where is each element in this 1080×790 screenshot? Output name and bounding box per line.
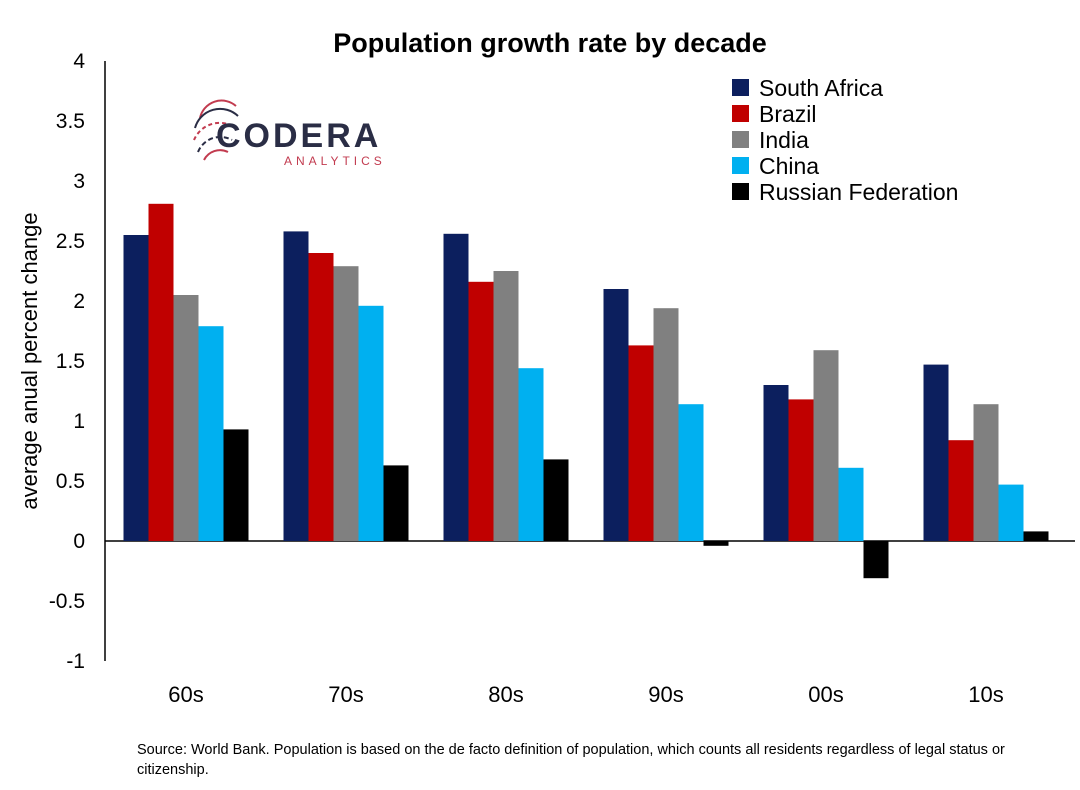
logo-subtitle: ANALYTICS	[284, 154, 386, 168]
x-tick-label: 10s	[968, 682, 1003, 707]
y-tick-label: 1.5	[56, 350, 85, 373]
bar-brazil-60s	[148, 203, 174, 542]
legend-label: South Africa	[759, 75, 883, 101]
legend-swatch	[732, 105, 749, 122]
bar-india-60s	[173, 295, 199, 541]
bar-russian-federation-70s	[383, 465, 409, 541]
legend-label: India	[759, 127, 809, 153]
bars	[123, 203, 1049, 579]
bar-china-10s	[998, 484, 1024, 541]
bar-china-90s	[678, 404, 704, 541]
x-tick-label: 80s	[488, 682, 523, 707]
y-tick-label: -0.5	[49, 590, 85, 613]
legend-label: Russian Federation	[759, 179, 958, 205]
bar-russian-federation-60s	[223, 429, 249, 541]
y-tick-label: -1	[66, 650, 85, 673]
y-tick-label: 3	[73, 170, 85, 193]
bar-brazil-10s	[948, 440, 974, 541]
chart-title: Population growth rate by decade	[333, 28, 767, 58]
codera-logo: CODERA ANALYTICS	[193, 99, 386, 168]
bar-south-africa-00s	[763, 385, 789, 541]
y-tick-label: 2.5	[56, 230, 85, 253]
legend-label: China	[759, 153, 819, 179]
bar-brazil-00s	[788, 399, 814, 541]
bar-south-africa-60s	[123, 235, 149, 541]
bar-chart: Population growth rate by decade 4 3.5 3 2.…	[17, 28, 1075, 707]
legend-label: Brazil	[759, 101, 817, 127]
legend-swatch	[732, 131, 749, 148]
bar-india-90s	[653, 308, 679, 541]
y-axis-label: average anual percent change	[17, 212, 42, 509]
bar-brazil-90s	[628, 345, 654, 541]
y-tick-label: 0	[73, 530, 85, 553]
y-tick-label: 3.5	[56, 110, 85, 133]
bar-china-60s	[198, 326, 224, 541]
legend-swatch	[732, 183, 749, 200]
source-note: Source: World Bank. Population is based …	[137, 742, 1005, 778]
x-tick-label: 00s	[808, 682, 843, 707]
legend-swatch	[732, 79, 749, 96]
y-tick-label: 2	[73, 290, 85, 313]
bar-china-00s	[838, 467, 864, 541]
x-tick-label: 60s	[168, 682, 203, 707]
bar-china-70s	[358, 305, 384, 541]
x-tick-label: 70s	[328, 682, 363, 707]
axes: 4 3.5 3 2.5 2 1.5 1 0.5 0 -0.5 -1 average anual per…	[17, 50, 1075, 707]
fingerprint-icon	[193, 99, 239, 161]
y-tick-label: 0.5	[56, 470, 85, 493]
bar-india-80s	[493, 271, 519, 541]
y-tick-label: 1	[73, 410, 85, 433]
bar-south-africa-90s	[603, 289, 629, 541]
bar-india-00s	[813, 350, 839, 541]
bar-india-70s	[333, 266, 359, 541]
bar-russian-federation-80s	[543, 459, 569, 541]
legend-swatch	[732, 157, 749, 174]
bar-china-80s	[518, 368, 544, 541]
y-tick-label: 4	[73, 50, 85, 73]
x-tick-label: 90s	[648, 682, 683, 707]
logo-wordmark: CODERA	[216, 117, 381, 155]
bar-south-africa-10s	[923, 364, 949, 541]
bar-brazil-70s	[308, 253, 334, 541]
bar-russian-federation-10s	[1023, 531, 1049, 541]
bar-brazil-80s	[468, 281, 494, 541]
bar-russian-federation-00s	[863, 541, 889, 579]
bar-south-africa-70s	[283, 231, 309, 541]
bar-south-africa-80s	[443, 233, 469, 542]
bar-india-10s	[973, 404, 999, 541]
bar-russian-federation-90s	[703, 541, 729, 546]
